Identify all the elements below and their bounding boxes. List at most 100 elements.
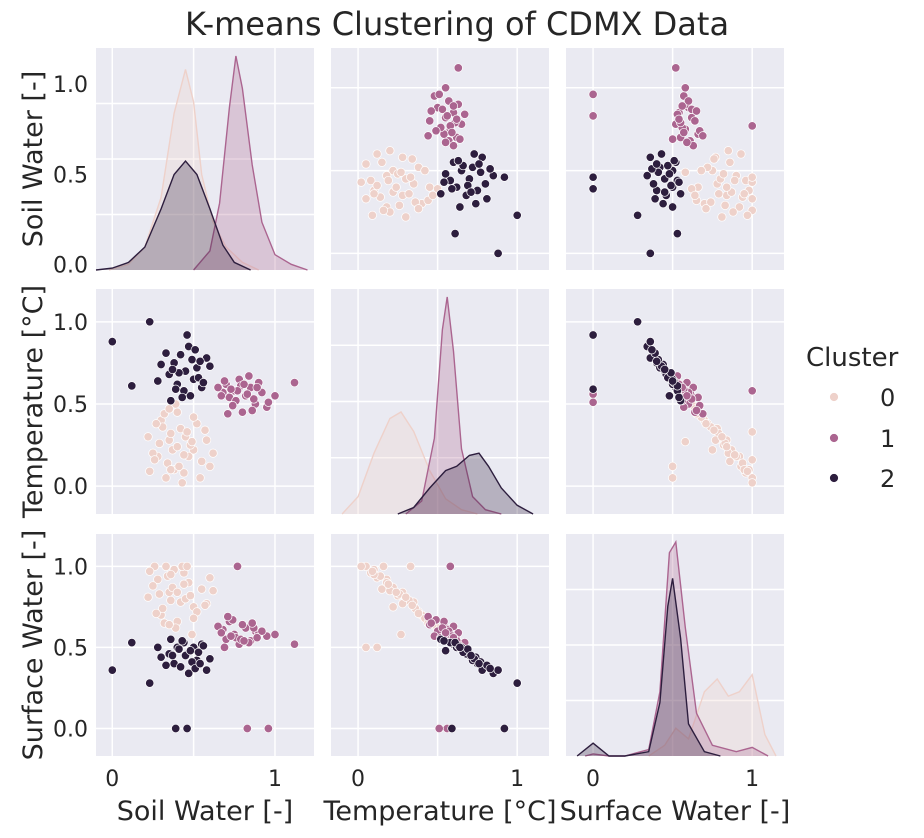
data-point-cluster-1 xyxy=(252,382,262,393)
data-point-cluster-2 xyxy=(127,638,137,648)
data-point-cluster-0 xyxy=(372,642,382,652)
data-point-cluster-1 xyxy=(228,401,238,411)
data-point-cluster-0 xyxy=(361,159,371,169)
data-point-cluster-1 xyxy=(213,382,223,393)
data-point-cluster-1 xyxy=(263,723,273,734)
data-point-cluster-2 xyxy=(666,180,676,191)
data-point-cluster-2 xyxy=(676,189,686,199)
y-tick-label: 1.0 xyxy=(53,73,88,98)
kde-line-cluster-0 xyxy=(648,673,777,757)
data-point-cluster-0 xyxy=(717,212,727,222)
panel-temperature-vs-temperature xyxy=(331,289,549,515)
data-point-cluster-2 xyxy=(466,650,476,661)
data-point-cluster-0 xyxy=(747,478,757,488)
data-point-cluster-2 xyxy=(127,381,137,391)
kde-fill-cluster-2 xyxy=(577,578,721,756)
data-point-cluster-0 xyxy=(195,473,205,483)
data-point-cluster-2 xyxy=(153,376,163,386)
x-axis-title-soil-water: Soil Water [-] xyxy=(117,796,293,827)
data-point-cluster-2 xyxy=(588,384,598,394)
data-point-cluster-1 xyxy=(434,89,444,99)
data-point-cluster-2 xyxy=(161,660,171,670)
data-point-cluster-0 xyxy=(378,205,389,215)
data-point-cluster-1 xyxy=(448,141,459,151)
data-point-cluster-0 xyxy=(739,189,749,199)
data-point-cluster-2 xyxy=(190,345,200,355)
data-point-cluster-0 xyxy=(690,190,700,200)
legend-marker-2 xyxy=(829,473,839,483)
data-point-cluster-2 xyxy=(664,169,674,179)
data-point-cluster-0 xyxy=(166,595,176,605)
data-point-cluster-0 xyxy=(425,182,435,192)
data-point-cluster-1 xyxy=(690,116,700,126)
data-point-cluster-0 xyxy=(413,204,424,214)
data-point-cluster-0 xyxy=(161,473,171,483)
data-point-cluster-2 xyxy=(441,646,451,656)
kde-fill-cluster-1 xyxy=(193,56,308,270)
data-point-cluster-0 xyxy=(742,210,752,220)
data-point-cluster-2 xyxy=(672,229,682,239)
data-point-cluster-0 xyxy=(388,602,398,612)
data-point-cluster-0 xyxy=(208,448,218,458)
data-point-cluster-2 xyxy=(195,659,205,669)
data-point-cluster-2 xyxy=(493,665,503,675)
data-point-cluster-1 xyxy=(698,131,708,141)
data-point-cluster-0 xyxy=(668,473,678,483)
x-tick-label: 0 xyxy=(586,767,600,792)
x-axis-title-surface-water: Surface Water [-] xyxy=(560,796,791,827)
data-point-cluster-1 xyxy=(691,405,702,416)
data-point-cluster-0 xyxy=(428,190,438,200)
data-point-cluster-0 xyxy=(714,189,724,199)
data-point-cluster-0 xyxy=(420,166,430,176)
data-point-cluster-2 xyxy=(198,378,208,388)
data-point-cluster-0 xyxy=(391,182,401,192)
data-point-cluster-0 xyxy=(367,210,377,220)
data-point-cluster-0 xyxy=(202,435,212,445)
data-point-cluster-2 xyxy=(656,149,667,159)
data-point-cluster-0 xyxy=(383,579,393,589)
kde-fill-cluster-1 xyxy=(585,542,769,756)
data-point-cluster-2 xyxy=(499,172,509,182)
data-point-cluster-0 xyxy=(153,574,163,584)
data-point-cluster-2 xyxy=(439,177,449,187)
data-point-cluster-2 xyxy=(664,391,674,401)
data-point-cluster-1 xyxy=(447,127,457,138)
data-point-cluster-2 xyxy=(447,723,457,734)
data-point-cluster-0 xyxy=(718,169,729,179)
data-point-cluster-0 xyxy=(148,581,158,591)
data-point-cluster-0 xyxy=(164,620,174,630)
data-point-cluster-0 xyxy=(150,455,160,465)
legend-label-1: 1 xyxy=(880,425,895,453)
data-point-cluster-1 xyxy=(437,104,447,114)
data-point-cluster-1 xyxy=(460,109,470,119)
panel-soil-water-vs-temperature xyxy=(331,48,549,270)
y-tick-label: 0.0 xyxy=(53,254,88,279)
data-point-cluster-2 xyxy=(485,663,495,674)
data-point-cluster-0 xyxy=(166,569,176,580)
data-point-cluster-0 xyxy=(145,566,155,576)
data-point-cluster-2 xyxy=(145,678,155,688)
data-point-cluster-0 xyxy=(680,167,690,177)
data-point-cluster-2 xyxy=(174,644,184,654)
data-point-cluster-1 xyxy=(423,131,433,141)
data-point-cluster-2 xyxy=(167,364,178,375)
data-point-cluster-0 xyxy=(361,642,371,652)
data-point-cluster-2 xyxy=(474,659,484,669)
data-point-cluster-2 xyxy=(512,678,522,688)
data-point-cluster-0 xyxy=(200,600,210,610)
data-point-cluster-0 xyxy=(747,455,757,465)
data-point-cluster-2 xyxy=(171,723,181,734)
data-point-cluster-2 xyxy=(482,194,492,204)
data-point-cluster-0 xyxy=(730,175,740,186)
data-point-cluster-0 xyxy=(143,592,153,602)
data-point-cluster-1 xyxy=(679,127,689,138)
data-point-cluster-0 xyxy=(680,437,690,447)
data-point-cluster-0 xyxy=(728,207,738,217)
data-point-cluster-1 xyxy=(426,618,436,628)
data-point-cluster-0 xyxy=(154,589,164,599)
data-point-cluster-0 xyxy=(164,404,174,414)
data-point-cluster-0 xyxy=(172,587,182,597)
